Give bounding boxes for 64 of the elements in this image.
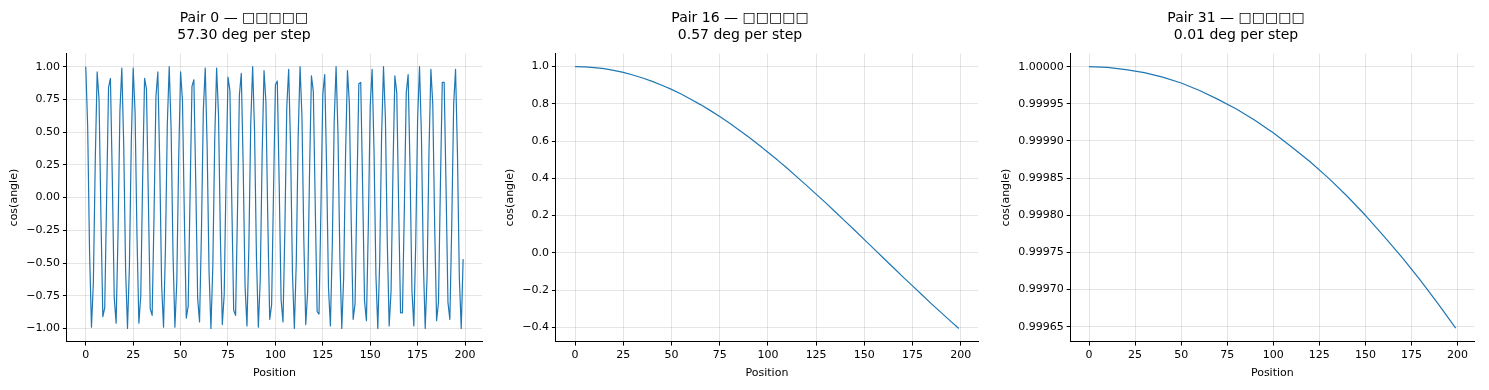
y-tick-label: 0.99985: [1018, 170, 1064, 184]
y-tick-label: 0.4: [531, 171, 549, 185]
y-tick-label: 0.50: [35, 125, 60, 138]
x-tick-label: 75: [1220, 348, 1235, 362]
x-tick-label: 175: [902, 348, 924, 362]
y-tick-label: 0.99965: [1018, 319, 1064, 333]
chart-subtitle: 57.30 deg per step: [177, 25, 311, 42]
x-axis-title: Position: [745, 366, 789, 380]
x-tick-label: 0: [571, 348, 579, 362]
x-tick-label: 0: [82, 348, 90, 362]
x-tick-label: 50: [173, 348, 188, 362]
y-tick-label: −0.2: [522, 282, 549, 296]
x-tick-label: 75: [221, 348, 235, 362]
x-tick-label: 200: [454, 348, 476, 362]
y-tick-label: 0.99980: [1018, 208, 1064, 222]
y-tick-label: 1.00: [35, 59, 60, 73]
y-tick-label: 1.0: [531, 59, 549, 73]
x-tick-label: 50: [1174, 348, 1189, 362]
y-tick-label: 0.8: [531, 96, 549, 110]
y-tick-label: 0.6: [531, 133, 549, 147]
y-tick-label: −1.00: [26, 321, 60, 335]
y-axis-title: cos(angle): [999, 168, 1013, 227]
y-tick-label: −0.4: [522, 320, 549, 334]
x-axis-title: Position: [253, 366, 296, 380]
x-tick-label: 200: [1447, 348, 1469, 362]
chart-title: Pair 16 — □□□□□: [671, 9, 809, 26]
y-tick-label: 1.00000: [1018, 59, 1064, 73]
x-tick-label: 175: [407, 348, 429, 362]
x-tick-label: 200: [950, 348, 972, 362]
x-tick-label: 125: [312, 348, 334, 362]
y-tick-label: 0.25: [35, 157, 60, 171]
x-tick-label: 25: [1128, 348, 1143, 362]
x-tick-label: 125: [805, 348, 827, 362]
chart-subtitle: 0.01 deg per step: [1173, 25, 1299, 42]
y-tick-label: 0.99995: [1018, 96, 1064, 110]
chart-subtitle: 0.57 deg per step: [677, 25, 803, 42]
y-tick-label: 0.99970: [1018, 282, 1064, 296]
y-tick-label: 0.00: [35, 190, 60, 204]
x-tick-label: 0: [1085, 348, 1093, 362]
y-tick-label: −0.25: [26, 223, 60, 237]
y-tick-label: 0.99975: [1018, 245, 1064, 259]
x-tick-label: 125: [1308, 348, 1330, 362]
y-tick-label: 0.0: [531, 245, 549, 259]
x-tick-label: 100: [1262, 348, 1284, 362]
x-tick-label: 50: [664, 348, 679, 362]
x-tick-label: 150: [1354, 348, 1376, 362]
y-tick-label: 0.75: [35, 92, 60, 106]
x-tick-label: 25: [616, 348, 631, 362]
y-tick-label: 0.2: [531, 208, 549, 222]
y-tick-label: −0.75: [26, 288, 60, 302]
chart-title: Pair 0 — □□□□□: [179, 9, 309, 26]
x-tick-label: 175: [1400, 348, 1422, 362]
x-tick-label: 100: [264, 348, 286, 362]
x-tick-label: 75: [712, 348, 727, 362]
y-axis-title: cos(angle): [503, 168, 517, 227]
x-axis-title: Position: [1250, 366, 1294, 380]
x-tick-label: 25: [126, 348, 141, 362]
y-tick-label: −0.50: [26, 255, 60, 269]
y-axis-title: cos(angle): [7, 168, 21, 227]
x-tick-label: 100: [757, 348, 779, 362]
x-tick-label: 150: [359, 348, 381, 362]
y-tick-label: 0.99990: [1018, 133, 1064, 147]
x-tick-label: 150: [853, 348, 875, 362]
chart-title: Pair 31 — □□□□□: [1167, 9, 1305, 26]
